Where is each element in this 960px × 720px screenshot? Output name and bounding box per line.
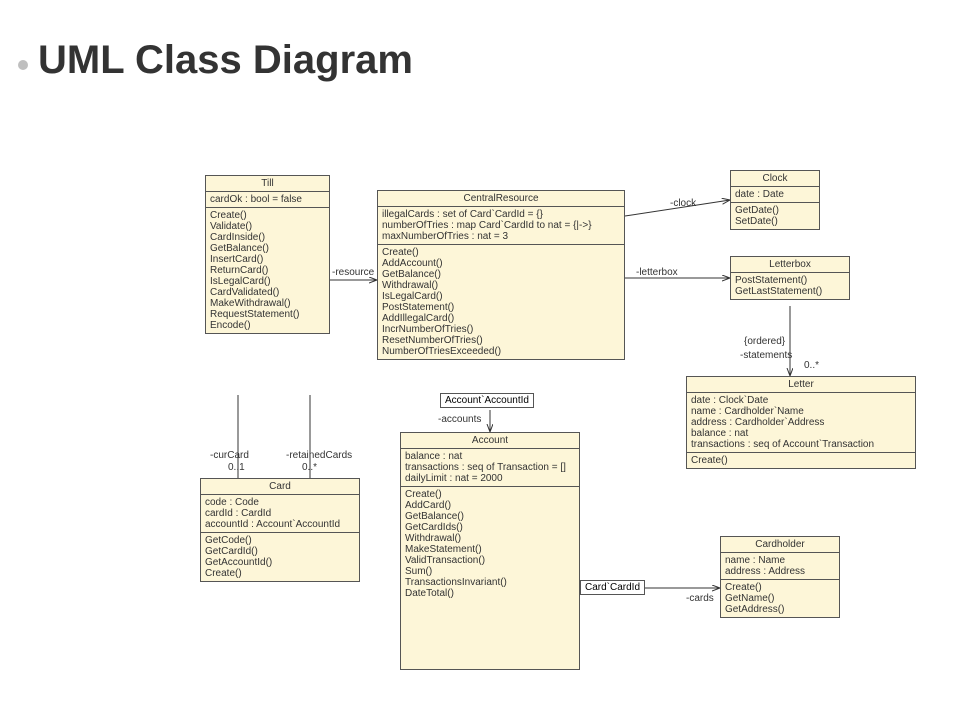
class-letter-name: Letter bbox=[687, 377, 915, 393]
label-resource: -resource bbox=[332, 267, 374, 278]
class-letterbox-ops: PostStatement() GetLastStatement() bbox=[731, 273, 849, 299]
label-ordered: {ordered} bbox=[744, 336, 785, 347]
class-till-name: Till bbox=[206, 176, 329, 192]
class-central-resource-name: CentralResource bbox=[378, 191, 624, 207]
label-statements: -statements bbox=[740, 350, 792, 361]
label-cards: -cards bbox=[686, 593, 714, 604]
label-curcard: -curCard bbox=[210, 450, 249, 461]
class-card-name: Card bbox=[201, 479, 359, 495]
label-retainedcards: -retainedCards bbox=[286, 450, 352, 461]
class-till: Till cardOk : bool = false Create() Vali… bbox=[205, 175, 330, 334]
class-card-attrs: code : Code cardId : CardId accountId : … bbox=[201, 495, 359, 533]
label-retainedcards-mult: 0..* bbox=[302, 462, 317, 473]
class-central-resource-ops: Create() AddAccount() GetBalance() Withd… bbox=[378, 245, 624, 359]
class-card-ops: GetCode() GetCardId() GetAccountId() Cre… bbox=[201, 533, 359, 581]
class-account-ops: Create() AddCard() GetBalance() GetCardI… bbox=[401, 487, 579, 601]
class-letter-ops: Create() bbox=[687, 453, 915, 468]
class-clock-attrs: date : Date bbox=[731, 187, 819, 203]
label-clock: -clock bbox=[670, 198, 696, 209]
page-title: UML Class Diagram bbox=[38, 38, 413, 83]
class-till-attrs: cardOk : bool = false bbox=[206, 192, 329, 208]
class-cardholder-attrs: name : Name address : Address bbox=[721, 553, 839, 580]
class-central-resource: CentralResource illegalCards : set of Ca… bbox=[377, 190, 625, 360]
qualifier-account-id: Account`AccountId bbox=[440, 393, 534, 408]
label-letterbox: -letterbox bbox=[636, 267, 678, 278]
class-letter: Letter date : Clock`Date name : Cardhold… bbox=[686, 376, 916, 469]
class-cardholder-ops: Create() GetName() GetAddress() bbox=[721, 580, 839, 617]
class-account-name: Account bbox=[401, 433, 579, 449]
class-letterbox: Letterbox PostStatement() GetLastStateme… bbox=[730, 256, 850, 300]
qualifier-card-id: Card`CardId bbox=[580, 580, 645, 595]
title-bullet bbox=[18, 60, 28, 70]
class-letter-attrs: date : Clock`Date name : Cardholder`Name… bbox=[687, 393, 915, 453]
class-clock-ops: GetDate() SetDate() bbox=[731, 203, 819, 229]
class-cardholder-name: Cardholder bbox=[721, 537, 839, 553]
class-central-resource-attrs: illegalCards : set of Card`CardId = {} n… bbox=[378, 207, 624, 245]
class-till-ops: Create() Validate() CardInside() GetBala… bbox=[206, 208, 329, 333]
class-cardholder: Cardholder name : Name address : Address… bbox=[720, 536, 840, 618]
class-clock-name: Clock bbox=[731, 171, 819, 187]
class-account-attrs: balance : nat transactions : seq of Tran… bbox=[401, 449, 579, 487]
label-accounts: -accounts bbox=[438, 414, 481, 425]
label-curcard-mult: 0..1 bbox=[228, 462, 245, 473]
label-statements-mult: 0..* bbox=[804, 360, 819, 371]
class-letterbox-name: Letterbox bbox=[731, 257, 849, 273]
class-card: Card code : Code cardId : CardId account… bbox=[200, 478, 360, 582]
class-clock: Clock date : Date GetDate() SetDate() bbox=[730, 170, 820, 230]
class-account: Account balance : nat transactions : seq… bbox=[400, 432, 580, 670]
